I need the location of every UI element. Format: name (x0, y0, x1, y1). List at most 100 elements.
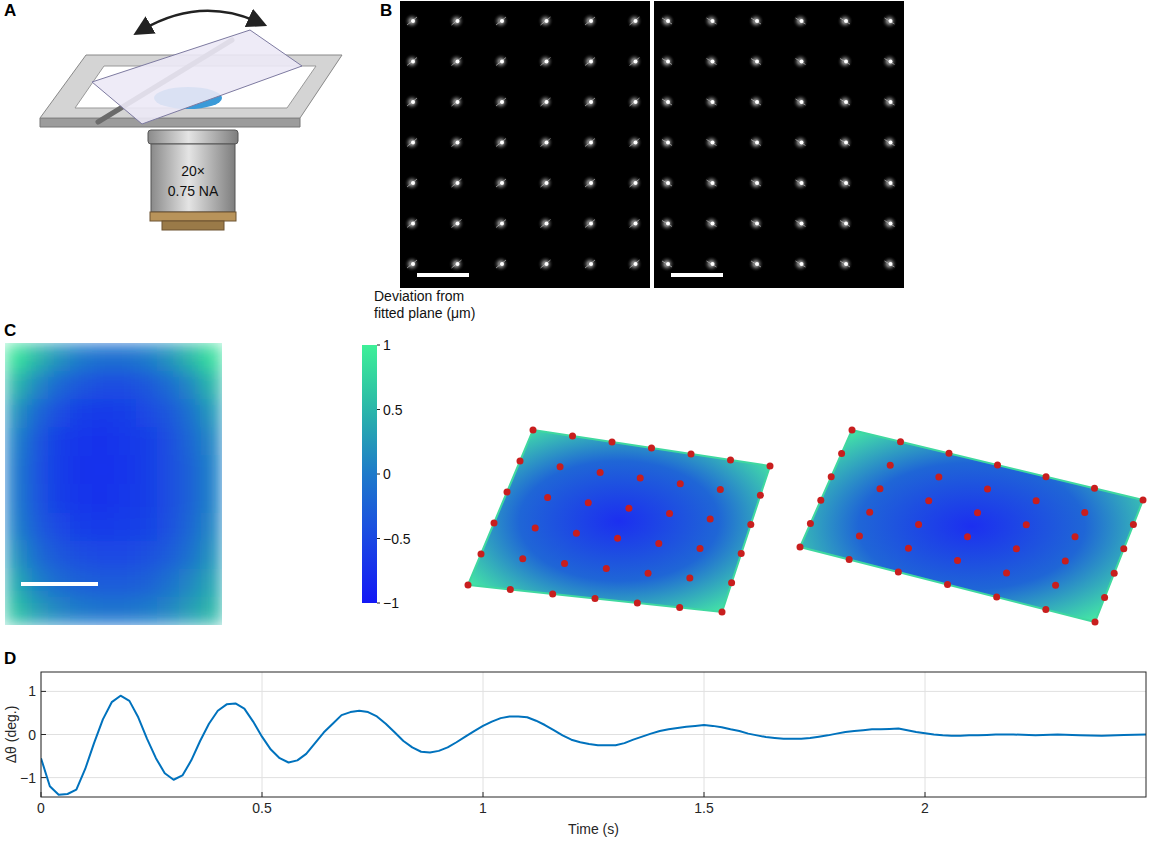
bead-position (609, 439, 616, 446)
heatmap-cell (27, 456, 49, 485)
bead-streak (407, 260, 417, 268)
bead-halo (582, 216, 598, 232)
bead-position (648, 445, 655, 452)
heatmap-cell (114, 399, 136, 428)
surface-plot (465, 427, 774, 616)
bead-halo (704, 13, 720, 29)
heatmap-cell (200, 512, 222, 541)
bead-position (707, 516, 714, 523)
bead-halo (449, 175, 465, 191)
heatmap-cell (135, 484, 157, 513)
bead-core (545, 262, 549, 266)
colorbar-tick-label: 1 (383, 337, 391, 353)
bead-position (655, 540, 662, 547)
scale-bar (21, 582, 98, 586)
bead-halo (748, 175, 764, 191)
x-tick-label: 0.5 (252, 800, 272, 816)
bead-position (747, 521, 754, 528)
objective-band (150, 212, 236, 221)
bead-position (597, 469, 604, 476)
bead-core (545, 100, 549, 104)
bead-position (634, 600, 641, 607)
bead-core (755, 262, 759, 266)
bead-streak (662, 221, 672, 227)
bead-streak (407, 220, 417, 228)
bead-position (1120, 545, 1127, 552)
bead-core (456, 222, 460, 226)
bead-halo (538, 135, 554, 151)
title-line: fitted plane (μm) (374, 305, 475, 321)
bead-position (697, 545, 704, 552)
slide (92, 30, 302, 124)
bead-position (1062, 558, 1069, 565)
bead-streak (585, 17, 595, 25)
bead-position (807, 520, 814, 527)
heatmap-cell (157, 456, 179, 485)
bead-core (456, 181, 460, 185)
bead-core (889, 19, 893, 23)
bead-position (592, 595, 599, 602)
bead-halo (627, 256, 643, 272)
bead-halo (582, 54, 598, 70)
heatmap-cell (5, 371, 27, 400)
bead-core (411, 60, 415, 64)
bead-core (844, 19, 848, 23)
heatmap-cell (27, 512, 49, 541)
bead-core (589, 100, 593, 104)
heatmap-cell (92, 540, 114, 569)
bead-position (686, 575, 693, 582)
bead-streak (452, 139, 462, 147)
bead-halo (493, 175, 509, 191)
heatmap-cell (135, 512, 157, 541)
bead-core (755, 141, 759, 145)
bead-position (866, 509, 873, 516)
bead-streak (407, 179, 417, 187)
bead-halo (449, 216, 465, 232)
bead-core (634, 181, 638, 185)
bead-halo (627, 54, 643, 70)
bead-core (634, 262, 638, 266)
bead-halo (659, 13, 675, 29)
bead-halo (538, 175, 554, 191)
heatmap-cell (5, 512, 27, 541)
heatmap-cell (157, 569, 179, 598)
y-tick-label: −1 (20, 770, 36, 786)
heatmap-cell (48, 540, 70, 569)
bead-position (507, 586, 514, 593)
bead-streak (751, 221, 761, 227)
bead-position (915, 521, 922, 528)
bead-streak (407, 17, 417, 25)
bead-streak (707, 18, 717, 24)
heatmap-cell (135, 569, 157, 598)
heatmap-cell (114, 597, 136, 625)
schematic: 20×0.75 NA (40, 11, 342, 230)
bead-core (755, 100, 759, 104)
bead-streak (585, 260, 595, 268)
bead-core (889, 181, 893, 185)
x-tick-label: 0 (37, 800, 45, 816)
bead-position (849, 427, 856, 434)
bead-position (1013, 545, 1020, 552)
bead-streak (407, 58, 417, 66)
bead-core (755, 60, 759, 64)
bead-streak (662, 140, 672, 146)
bead-core (889, 60, 893, 64)
bead-position (1023, 521, 1030, 528)
bead-streak (885, 59, 895, 65)
bead-halo (659, 216, 675, 232)
bead-streak (452, 58, 462, 66)
bead-streak (496, 98, 506, 106)
bead-position (1091, 485, 1098, 492)
bead-position (1052, 582, 1059, 589)
bead-position (897, 438, 904, 445)
bead-streak (496, 139, 506, 147)
x-tick-label: 1.5 (694, 800, 714, 816)
x-axis-title: Time (s) (568, 821, 619, 837)
heatmap-cell (157, 399, 179, 428)
bead-streak (796, 99, 806, 105)
bead-image (654, 1, 904, 288)
bead-core (634, 60, 638, 64)
bead-halo (493, 256, 509, 272)
bead-core (456, 141, 460, 145)
bead-halo (659, 256, 675, 272)
